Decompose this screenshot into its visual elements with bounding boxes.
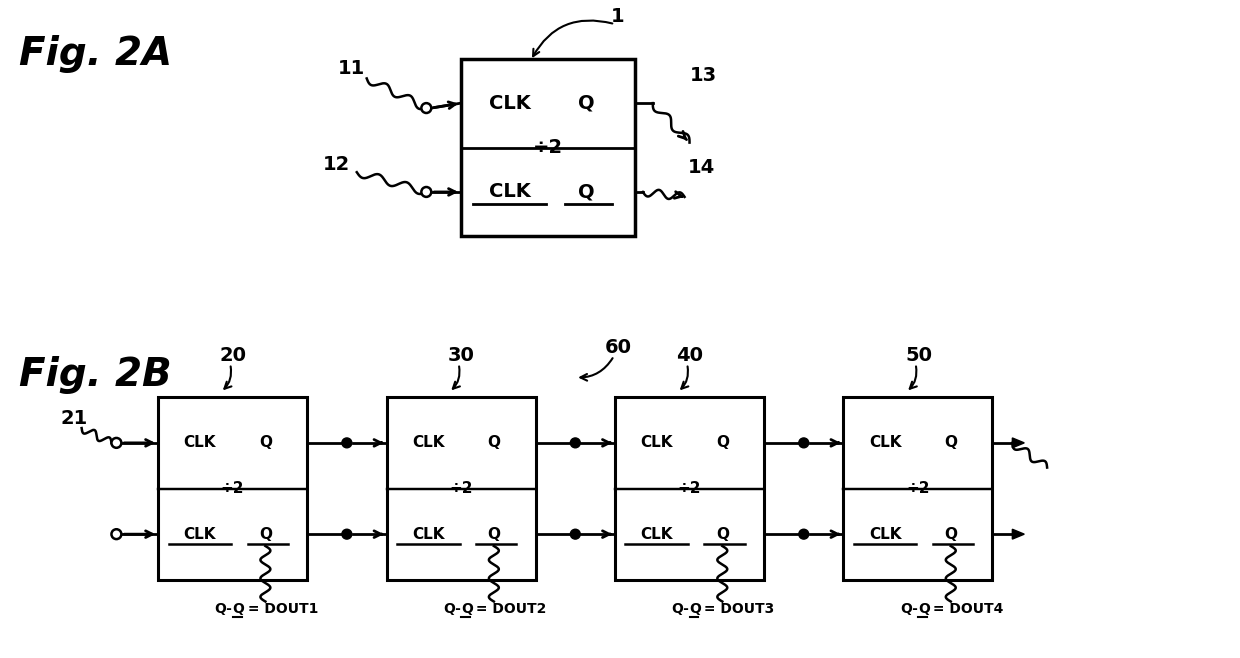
- Text: = DOUT4: = DOUT4: [928, 603, 1003, 617]
- Circle shape: [422, 187, 432, 197]
- Text: 13: 13: [689, 66, 717, 85]
- Text: 30: 30: [448, 346, 475, 365]
- Text: CLK: CLK: [641, 526, 673, 542]
- Text: Q-: Q-: [215, 603, 233, 617]
- Circle shape: [342, 529, 352, 539]
- Text: ÷2: ÷2: [221, 481, 244, 496]
- Text: Q: Q: [918, 603, 930, 617]
- Text: Q: Q: [689, 603, 702, 617]
- Circle shape: [570, 438, 580, 448]
- Text: = DOUT1: = DOUT1: [243, 603, 317, 617]
- Text: 21: 21: [60, 409, 87, 428]
- Text: Q: Q: [945, 526, 957, 542]
- Text: ÷2: ÷2: [678, 481, 702, 496]
- Text: CLK: CLK: [184, 436, 216, 450]
- Text: CLK: CLK: [184, 526, 216, 542]
- Text: = DOUT3: = DOUT3: [699, 603, 775, 617]
- Text: Q: Q: [578, 182, 594, 201]
- Circle shape: [342, 438, 352, 448]
- Text: Q: Q: [259, 436, 272, 450]
- Text: 20: 20: [219, 346, 247, 365]
- Text: Q: Q: [715, 436, 729, 450]
- Bar: [843, 397, 992, 580]
- Text: ÷2: ÷2: [533, 138, 563, 157]
- Bar: [159, 397, 308, 580]
- Text: Q: Q: [487, 526, 501, 542]
- Text: CLK: CLK: [869, 436, 901, 450]
- Bar: [387, 397, 536, 580]
- Text: Q-: Q-: [443, 603, 461, 617]
- Text: CLK: CLK: [412, 436, 445, 450]
- Text: 14: 14: [687, 158, 714, 177]
- Text: 11: 11: [339, 59, 366, 78]
- Polygon shape: [1012, 438, 1024, 448]
- Circle shape: [799, 529, 808, 539]
- Text: Q: Q: [259, 526, 272, 542]
- Text: 50: 50: [905, 346, 932, 365]
- Bar: [615, 397, 764, 580]
- Text: CLK: CLK: [869, 526, 901, 542]
- Text: ÷2: ÷2: [449, 481, 472, 496]
- Text: 1: 1: [611, 7, 625, 26]
- Text: Fig. 2B: Fig. 2B: [19, 355, 171, 393]
- Text: CLK: CLK: [489, 182, 531, 201]
- Text: 60: 60: [605, 338, 631, 357]
- Text: Fig. 2A: Fig. 2A: [19, 35, 172, 73]
- Text: 40: 40: [677, 346, 703, 365]
- Polygon shape: [1012, 529, 1024, 539]
- Bar: [461, 59, 635, 236]
- Text: CLK: CLK: [489, 93, 531, 113]
- Text: Q: Q: [578, 93, 594, 113]
- Text: Q: Q: [461, 603, 472, 617]
- Text: Q: Q: [487, 436, 501, 450]
- Circle shape: [422, 103, 432, 113]
- Text: Q: Q: [945, 436, 957, 450]
- Circle shape: [112, 438, 122, 448]
- Text: = DOUT2: = DOUT2: [471, 603, 547, 617]
- Text: CLK: CLK: [641, 436, 673, 450]
- Circle shape: [799, 438, 808, 448]
- Text: Q-: Q-: [900, 603, 918, 617]
- Text: Q-: Q-: [672, 603, 689, 617]
- Text: CLK: CLK: [412, 526, 445, 542]
- Circle shape: [570, 529, 580, 539]
- Text: 12: 12: [324, 155, 351, 174]
- Text: ÷2: ÷2: [906, 481, 930, 496]
- Circle shape: [112, 529, 122, 539]
- Text: Q: Q: [233, 603, 244, 617]
- Text: Q: Q: [715, 526, 729, 542]
